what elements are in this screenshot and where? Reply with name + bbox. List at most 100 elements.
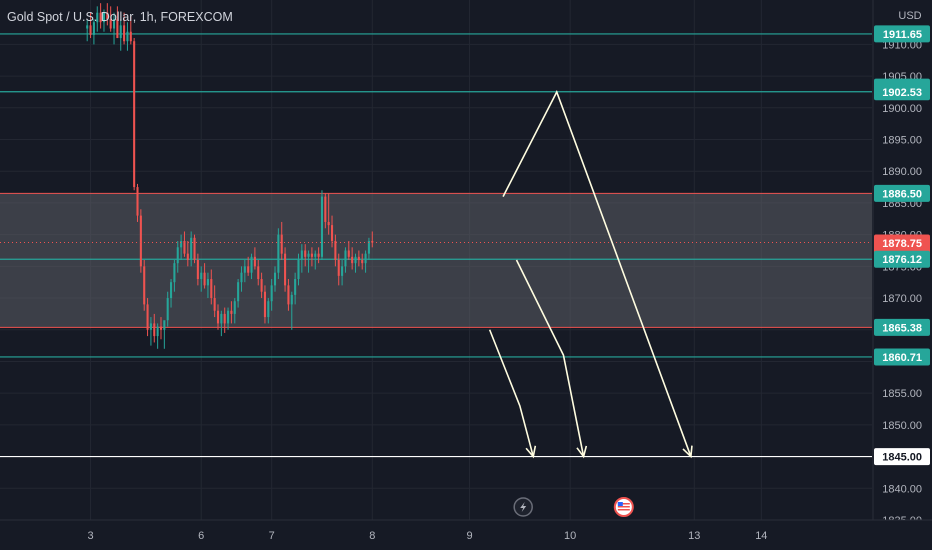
y-tick-label: 1840.00 — [882, 483, 922, 495]
price-tag-bg — [874, 25, 930, 43]
candle-body — [314, 253, 317, 257]
candle-body — [364, 253, 367, 264]
candle-body — [143, 266, 146, 305]
candle-body — [330, 225, 334, 241]
candle-body — [223, 313, 226, 324]
flag-stripe — [617, 503, 630, 505]
candle-body — [196, 260, 199, 280]
candle-body — [99, 12, 102, 23]
candle-body — [257, 266, 260, 280]
candle-body — [213, 298, 216, 311]
range-zone — [0, 193, 872, 328]
candle-body — [351, 256, 354, 264]
candle-body — [280, 234, 283, 254]
y-tick-label: 1890.00 — [882, 166, 922, 178]
candle-body — [206, 279, 209, 286]
candle-body — [203, 272, 206, 286]
price-tag: 1902.53 — [882, 87, 922, 99]
candle-body — [136, 187, 139, 216]
candle-body — [237, 282, 240, 302]
candle-body — [367, 240, 370, 254]
candle-body — [300, 250, 303, 260]
candle-body — [250, 256, 253, 273]
arrow-head — [525, 445, 537, 459]
candle-body — [284, 253, 287, 286]
candle-body — [102, 12, 106, 23]
candle-body — [139, 215, 142, 267]
price-tag-bg — [874, 348, 930, 366]
candle-body — [287, 285, 290, 305]
candle-body — [153, 323, 156, 337]
candle-body — [112, 19, 116, 29]
current-price-tag: 1878.75 — [882, 238, 922, 250]
arrow-path — [488, 329, 535, 457]
candle-body — [361, 260, 364, 264]
candle-body — [220, 313, 223, 324]
candle-body — [173, 263, 176, 283]
x-tick-label: 8 — [369, 530, 375, 542]
price-tag: 1886.50 — [882, 188, 922, 200]
x-tick-label: 6 — [198, 530, 204, 542]
candle-body — [106, 12, 109, 20]
x-tick-label: 14 — [755, 530, 767, 542]
price-tag: 1865.38 — [882, 322, 922, 334]
candle-body — [146, 304, 149, 330]
candle-body — [126, 31, 129, 42]
y-tick-label: 1870.00 — [882, 293, 922, 305]
candle-body — [183, 240, 186, 254]
candle-body — [133, 41, 136, 188]
candle-body — [240, 272, 243, 283]
candle-body — [186, 253, 189, 260]
flag-stripe — [617, 506, 630, 508]
price-tag: 1860.71 — [882, 352, 922, 364]
candle-body — [243, 266, 246, 273]
arrow-path — [502, 89, 692, 457]
x-tick-label: 10 — [564, 530, 576, 542]
candle-body — [210, 279, 213, 299]
candle-body — [166, 298, 169, 321]
candle-body — [341, 266, 344, 276]
candle-body — [297, 260, 300, 280]
candle-body — [294, 279, 297, 295]
candles — [86, 3, 374, 349]
lightning-icon[interactable] — [513, 497, 533, 517]
candle-body — [337, 260, 340, 276]
candle-body — [86, 25, 89, 29]
x-tick-label: 13 — [688, 530, 700, 542]
candle-body — [149, 323, 152, 330]
projection-arrows — [488, 89, 693, 459]
candle-body — [273, 272, 277, 286]
chart-title: Gold Spot / U.S. Dollar, 1h, FOREXCOM — [7, 10, 233, 24]
candle-body — [233, 301, 236, 314]
price-tag: 1876.12 — [882, 254, 922, 266]
x-tick-label: 7 — [269, 530, 275, 542]
target-price-tag-bg — [874, 448, 930, 466]
us-flag-icon[interactable] — [613, 497, 634, 517]
candle-body — [200, 272, 203, 280]
price-tag-bg — [874, 83, 930, 101]
y-tick-label: 1895.00 — [882, 135, 922, 147]
arrow-head — [576, 445, 588, 459]
candle-body — [227, 310, 230, 324]
candle-body — [267, 301, 270, 318]
x-tick-label: 9 — [466, 530, 472, 542]
arrow-head — [682, 445, 693, 459]
candle-body — [163, 320, 166, 330]
candle-body — [190, 237, 193, 260]
candle-body — [119, 25, 122, 39]
candle-body — [270, 285, 273, 302]
candle-body — [230, 310, 233, 314]
candle-body — [320, 196, 324, 257]
candle-body — [123, 25, 126, 42]
target-price-tag: 1845.00 — [882, 452, 922, 464]
candle-body — [371, 240, 374, 243]
candle-body — [277, 234, 280, 273]
lightning-glyph — [520, 502, 527, 512]
candle-body — [96, 12, 99, 23]
candle-body — [216, 310, 220, 324]
y-tick-label: 1900.00 — [882, 103, 922, 115]
time-axis — [0, 520, 932, 550]
candle-body — [307, 253, 310, 257]
candle-body — [304, 250, 307, 257]
